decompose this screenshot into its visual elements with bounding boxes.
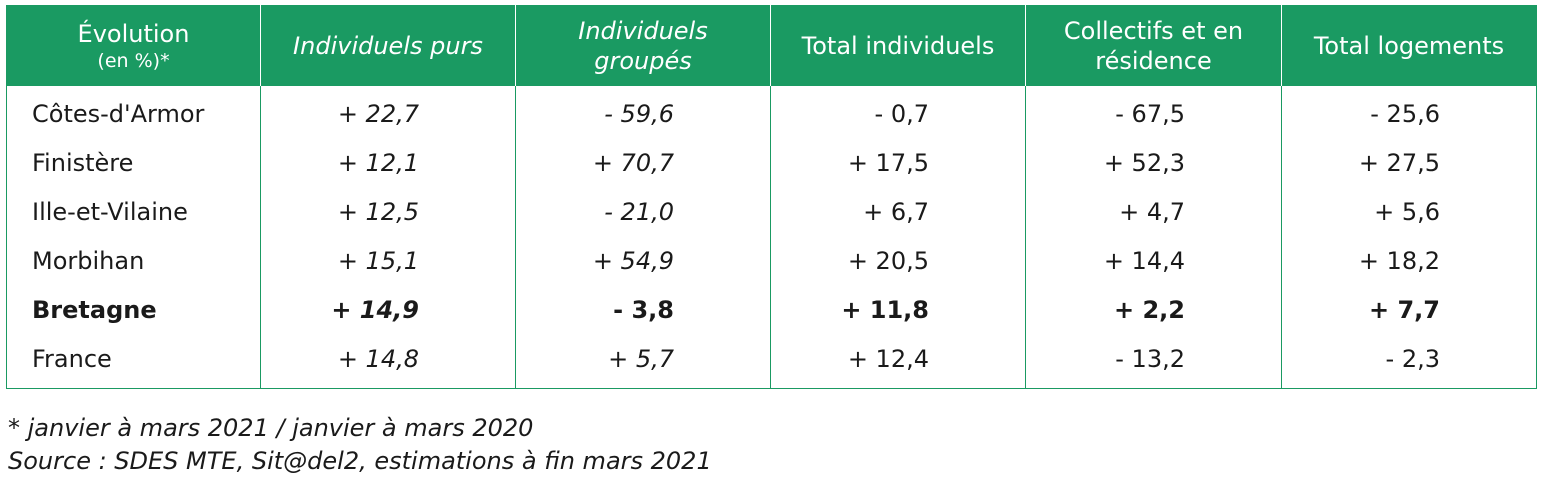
cell-collectifs: - 67,5 [1025, 86, 1282, 138]
row-label: Morbihan [6, 236, 261, 285]
cell-total-individuels: + 17,5 [770, 138, 1026, 187]
row-label: Bretagne [6, 285, 261, 334]
table-row-bretagne: Bretagne + 14,9 - 3,8 + 11,8 + 2,2 + 7,7 [6, 285, 1537, 334]
table-row-cotes-darmor: Côtes-d'Armor + 22,7 - 59,6 - 0,7 - 67,5… [6, 86, 1537, 138]
cell-total-individuels: + 12,4 [770, 334, 1026, 389]
header-total-individuels: Total individuels [770, 5, 1026, 86]
row-label: France [6, 334, 261, 389]
cell-total-individuels: + 20,5 [770, 236, 1026, 285]
cell-collectifs: + 52,3 [1025, 138, 1282, 187]
header-collectifs-line2: résidence [1095, 46, 1212, 75]
table-header: Évolution (en %)* Individuels purs Indiv… [6, 5, 1537, 86]
cell-individuels-purs: + 22,7 [260, 86, 516, 138]
data-table-container: Évolution (en %)* Individuels purs Indiv… [6, 5, 1537, 389]
cell-total-logements: + 18,2 [1281, 236, 1537, 285]
table-body: Côtes-d'Armor + 22,7 - 59,6 - 0,7 - 67,5… [6, 86, 1537, 389]
table-row-france: France + 14,8 + 5,7 + 12,4 - 13,2 - 2,3 [6, 334, 1537, 389]
cell-individuels-groupes: + 54,9 [515, 236, 771, 285]
row-label: Côtes-d'Armor [6, 86, 261, 138]
table-notes: * janvier à mars 2021 / janvier à mars 2… [8, 412, 712, 478]
source-note: Source : SDES MTE, Sit@del2, estimations… [8, 447, 712, 475]
header-evolution-unit: (en %)* [97, 49, 170, 72]
table-row-finistere: Finistère + 12,1 + 70,7 + 17,5 + 52,3 + … [6, 138, 1537, 187]
row-label: Finistère [6, 138, 261, 187]
cell-total-individuels: + 11,8 [770, 285, 1026, 334]
housing-evolution-table: Évolution (en %)* Individuels purs Indiv… [6, 5, 1537, 389]
cell-individuels-groupes: + 70,7 [515, 138, 771, 187]
cell-individuels-groupes: - 21,0 [515, 187, 771, 236]
cell-individuels-groupes: - 59,6 [515, 86, 771, 138]
cell-individuels-groupes: + 5,7 [515, 334, 771, 389]
table-row-ille-et-vilaine: Ille-et-Vilaine + 12,5 - 21,0 + 6,7 + 4,… [6, 187, 1537, 236]
header-individuels-purs: Individuels purs [260, 5, 516, 86]
cell-collectifs: + 14,4 [1025, 236, 1282, 285]
header-individuels-groupes-line1: Individuels [578, 16, 708, 45]
cell-total-logements: - 25,6 [1281, 86, 1537, 138]
cell-total-individuels: + 6,7 [770, 187, 1026, 236]
cell-total-logements: + 27,5 [1281, 138, 1537, 187]
header-collectifs-residence: Collectifs et en résidence [1025, 5, 1282, 86]
header-row: Évolution (en %)* Individuels purs Indiv… [6, 5, 1537, 86]
cell-individuels-purs: + 12,5 [260, 187, 516, 236]
cell-individuels-purs: + 12,1 [260, 138, 516, 187]
header-individuels-groupes-line2: groupés [594, 46, 692, 75]
cell-individuels-purs: + 14,8 [260, 334, 516, 389]
cell-collectifs: + 2,2 [1025, 285, 1282, 334]
cell-total-logements: - 2,3 [1281, 334, 1537, 389]
cell-individuels-purs: + 15,1 [260, 236, 516, 285]
header-collectifs-line1: Collectifs et en [1063, 16, 1244, 45]
cell-total-logements: + 5,6 [1281, 187, 1537, 236]
cell-total-logements: + 7,7 [1281, 285, 1537, 334]
cell-individuels-groupes: - 3,8 [515, 285, 771, 334]
cell-collectifs: - 13,2 [1025, 334, 1282, 389]
footnote: * janvier à mars 2021 / janvier à mars 2… [8, 414, 534, 442]
cell-collectifs: + 4,7 [1025, 187, 1282, 236]
cell-total-individuels: - 0,7 [770, 86, 1026, 138]
table-row-morbihan: Morbihan + 15,1 + 54,9 + 20,5 + 14,4 + 1… [6, 236, 1537, 285]
header-evolution-label: Évolution [77, 19, 190, 48]
header-evolution: Évolution (en %)* [6, 5, 261, 86]
row-label: Ille-et-Vilaine [6, 187, 261, 236]
header-total-logements: Total logements [1281, 5, 1537, 86]
cell-individuels-purs: + 14,9 [260, 285, 516, 334]
header-individuels-groupes: Individuels groupés [515, 5, 771, 86]
